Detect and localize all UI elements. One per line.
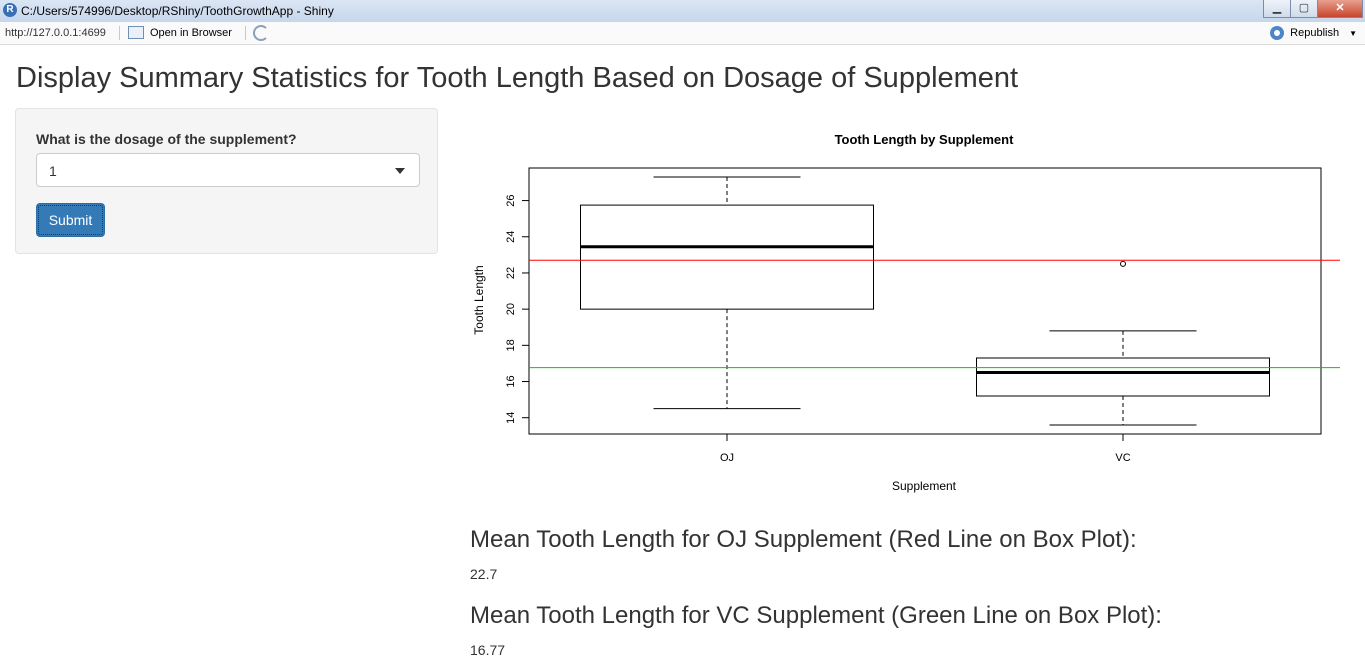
window-controls: ▁ ▢ ✕ — [1263, 0, 1363, 18]
chevron-down-icon — [395, 168, 405, 174]
sidebar-panel: What is the dosage of the supplement? 1 … — [15, 108, 438, 254]
x-axis-label: Supplement — [892, 479, 957, 493]
y-tick-label: 26 — [505, 194, 517, 206]
chart-title: Tooth Length by Supplement — [835, 132, 1015, 147]
dose-label: What is the dosage of the supplement? — [36, 131, 297, 147]
vc-mean-heading: Mean Tooth Length for VC Supplement (Gre… — [470, 602, 1162, 629]
y-tick-label: 18 — [505, 339, 517, 351]
oj-mean-heading: Mean Tooth Length for OJ Supplement (Red… — [470, 526, 1137, 553]
outlier-point — [1120, 260, 1126, 267]
republish-button[interactable]: Republish ▼ — [1270, 26, 1357, 40]
page-title: Display Summary Statistics for Tooth Len… — [16, 62, 1019, 94]
toolbar-divider — [245, 26, 246, 40]
viewer-toolbar: http://127.0.0.1:4699 Open in Browser Re… — [0, 22, 1365, 45]
chevron-down-icon[interactable]: ▼ — [1349, 28, 1357, 38]
oj-mean-value: 22.7 — [470, 566, 498, 582]
box — [580, 204, 874, 310]
minimize-icon[interactable]: ▁ — [1263, 0, 1291, 18]
r-app-icon: R — [3, 3, 17, 17]
browser-window-icon — [128, 26, 144, 39]
y-tick-label: 20 — [505, 303, 517, 315]
y-axis-label: Tooth Length — [472, 265, 486, 334]
y-axis: 14 16 18 20 22 24 26 — [505, 194, 530, 424]
dose-select[interactable]: 1 — [36, 153, 420, 187]
maximize-icon[interactable]: ▢ — [1290, 0, 1318, 18]
refresh-icon[interactable] — [253, 25, 269, 41]
y-tick-label: 24 — [505, 231, 517, 243]
publish-icon — [1270, 26, 1285, 40]
y-tick-label: 14 — [505, 412, 517, 424]
dose-select-value: 1 — [49, 163, 57, 179]
window-title: C:/Users/574996/Desktop/RShiny/ToothGrow… — [21, 4, 334, 18]
url-text: http://127.0.0.1:4699 — [5, 27, 106, 39]
window-titlebar: R C:/Users/574996/Desktop/RShiny/ToothGr… — [0, 0, 1365, 23]
submit-button[interactable]: Submit — [36, 203, 105, 237]
box — [976, 357, 1270, 397]
close-icon[interactable]: ✕ — [1317, 0, 1363, 18]
toolbar-divider — [119, 26, 120, 40]
y-tick-label: 22 — [505, 267, 517, 279]
boxplot-chart: Tooth Length by Supplement 14 16 18 20 22 24 2… — [472, 132, 1340, 493]
x-axis: OJ VC — [720, 434, 1131, 464]
open-in-browser-button[interactable]: Open in Browser — [128, 26, 232, 39]
x-tick-label: VC — [1115, 452, 1130, 464]
mean-lines — [529, 259, 1340, 369]
open-in-browser-label: Open in Browser — [150, 26, 232, 39]
republish-label: Republish — [1290, 27, 1340, 39]
y-tick-label: 16 — [505, 375, 517, 387]
box-series — [580, 176, 1270, 426]
vc-mean-value: 16.77 — [470, 642, 506, 658]
x-tick-label: OJ — [720, 452, 734, 464]
